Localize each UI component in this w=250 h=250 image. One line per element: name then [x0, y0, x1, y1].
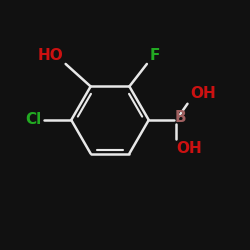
Text: OH: OH [190, 86, 216, 101]
Text: HO: HO [38, 48, 63, 63]
Text: F: F [150, 48, 160, 63]
Text: OH: OH [176, 141, 202, 156]
Text: B: B [175, 110, 186, 125]
Text: Cl: Cl [25, 112, 41, 128]
